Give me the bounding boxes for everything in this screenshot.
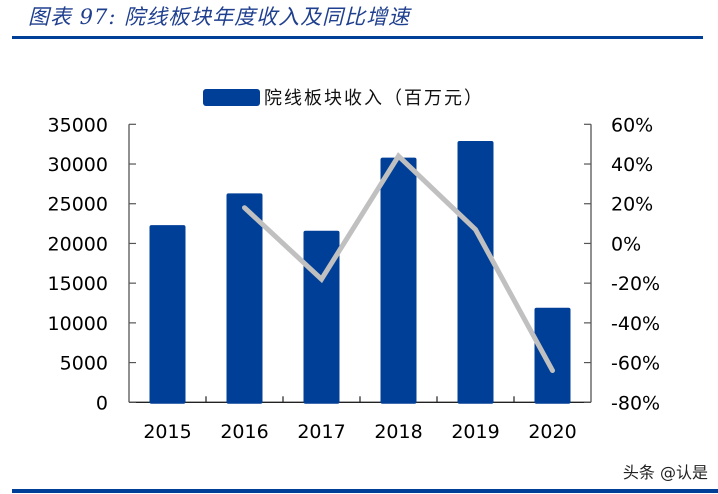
bar-2018 bbox=[380, 157, 417, 404]
right-tick-label: -20% bbox=[611, 273, 660, 295]
right-tick-label: -60% bbox=[611, 353, 660, 375]
bar-2015 bbox=[149, 225, 186, 404]
legend-swatch-revenue bbox=[203, 88, 260, 106]
x-tick-label-2020: 2020 bbox=[528, 421, 576, 443]
left-tick-label: 5000 bbox=[60, 353, 108, 375]
right-tick-label: -40% bbox=[611, 313, 660, 335]
chart-axes bbox=[128, 123, 592, 403]
axis-labels: 35000 30000 25000 20000 15000 10000 5000 0 60% 40… bbox=[48, 114, 661, 443]
growth-line bbox=[242, 152, 555, 374]
left-tick-label: 35000 bbox=[48, 114, 108, 136]
footer-rule bbox=[12, 489, 718, 493]
left-tick-label: 20000 bbox=[48, 233, 108, 255]
bar-2020 bbox=[534, 307, 571, 404]
left-tick-label: 10000 bbox=[48, 313, 108, 335]
line-series bbox=[242, 152, 555, 374]
bar-series bbox=[149, 140, 571, 404]
left-tick-label: 30000 bbox=[48, 154, 108, 176]
left-tick-label: 25000 bbox=[48, 194, 108, 216]
right-tick-label: 0% bbox=[611, 233, 641, 255]
x-tick-label-2019: 2019 bbox=[451, 421, 499, 443]
right-tick-label: -80% bbox=[611, 392, 660, 414]
right-tick-label: 40% bbox=[611, 154, 653, 176]
x-tick-label-2018: 2018 bbox=[374, 421, 422, 443]
right-tick-label: 20% bbox=[611, 194, 653, 216]
watermark: 头条 @认是 bbox=[622, 463, 708, 482]
left-tick-label: 15000 bbox=[48, 273, 108, 295]
figure-title: 图表 97: 院线板块年度收入及同比增速 bbox=[28, 5, 411, 29]
bar-2019 bbox=[457, 140, 494, 404]
legend-label-revenue: 院线板块收入（百万元） bbox=[264, 88, 484, 109]
x-tick-label-2016: 2016 bbox=[220, 421, 268, 443]
bar-2016 bbox=[226, 193, 263, 404]
chart-legend: 院线板块收入（百万元） bbox=[203, 85, 484, 109]
title-rule bbox=[12, 36, 703, 39]
left-tick-label: 0 bbox=[96, 392, 108, 414]
right-tick-label: 60% bbox=[611, 114, 653, 136]
x-tick-label-2015: 2015 bbox=[143, 421, 191, 443]
x-tick-label-2017: 2017 bbox=[297, 421, 345, 443]
